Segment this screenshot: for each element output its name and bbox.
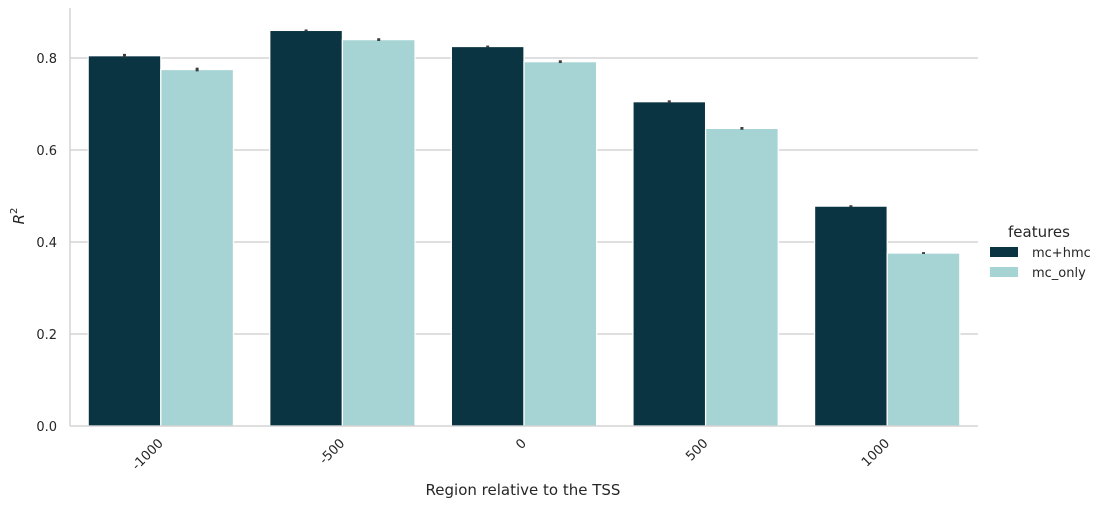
bar-mc-hmc-1000	[813, 205, 888, 427]
legend-items: mc+hmc mc_only	[990, 246, 1091, 281]
y-tick-label: 0.4	[36, 236, 57, 251]
bar-mc-only--500	[341, 38, 416, 427]
bar-mc-hmc-500	[632, 101, 707, 427]
error-bars	[122, 29, 926, 254]
y-axis-label-sup: 2	[9, 208, 20, 214]
legend: features mc+hmc mc_only	[990, 223, 1091, 281]
y-tick-labels: 0.0 0.2 0.4 0.6 0.8	[36, 52, 57, 435]
x-tick-label: 500	[683, 436, 711, 464]
legend-swatch	[990, 247, 1018, 257]
axes	[69, 8, 978, 427]
bar-mc-only--1000	[160, 68, 235, 427]
legend-label: mc+hmc	[1032, 246, 1091, 261]
x-tick-label: 0	[513, 436, 529, 452]
bar-mc-hmc-0	[450, 45, 525, 427]
x-tick-labels: -1000 -500 0 500 1000	[129, 436, 893, 473]
x-tick-label: -500	[317, 436, 348, 467]
y-axis-label: R2	[9, 208, 28, 225]
y-tick-label: 0.2	[36, 328, 57, 343]
x-axis-label: Region relative to the TSS	[426, 481, 621, 499]
x-tick-label: 1000	[859, 436, 893, 470]
y-axis-label-base: R	[10, 214, 28, 224]
y-tick-label: 0.6	[36, 144, 57, 159]
bar-mc-only-1000	[886, 252, 961, 427]
bar-mc-only-500	[704, 127, 779, 427]
bars	[87, 29, 961, 427]
x-tick-label: -1000	[129, 436, 166, 473]
bar-mc-only-0	[523, 61, 598, 427]
bar-mc-hmc--1000	[87, 55, 162, 427]
y-tick-label: 0.8	[36, 52, 57, 67]
legend-title: features	[1008, 223, 1070, 241]
y-tick-label: 0.0	[36, 420, 57, 435]
legend-swatch	[990, 267, 1018, 277]
legend-label: mc_only	[1032, 266, 1086, 281]
bar-mc-hmc--500	[269, 29, 344, 427]
